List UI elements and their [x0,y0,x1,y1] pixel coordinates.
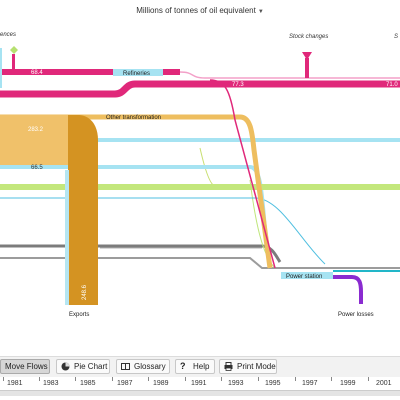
unit-label: Millions of tonnes of oil equivalent [136,6,256,15]
timeline-tick [368,377,369,381]
year-1983[interactable]: 1983 [43,380,59,387]
sankey-diagram: Refineries Power station ences Stock cha… [0,32,400,318]
year-timeline[interactable]: 1981 1983 1985 1987 1989 1991 1993 1995 … [0,377,400,400]
year-1989[interactable]: 1989 [153,380,169,387]
timeline-tick [221,377,222,381]
timeline-tick [75,377,76,381]
glossary-label: Glossary [134,362,166,371]
move-flows-button[interactable]: Move Flows [0,359,50,374]
power-station-label: Power station [286,274,322,280]
timeline-tick [295,377,296,381]
grey-flow-upper[interactable] [0,244,282,263]
print-mode-label: Print Mode [237,362,276,371]
flow-value-1: 68.4 [31,70,43,76]
flow-value-4: 283.2 [28,127,44,133]
oil-block[interactable] [0,115,68,165]
help-button[interactable]: ? Help [175,359,215,374]
pie-chart-icon [61,362,70,371]
differences-stem [12,54,15,74]
thin-cyan-flow[interactable] [0,197,326,265]
timeline-tick [258,377,259,381]
power-station-node[interactable] [281,272,333,279]
unit-selector[interactable]: Millions of tonnes of oil equivalent ▼ [0,6,400,15]
other-transformation-label: Other transformation [106,115,161,121]
timeline-tick [148,377,149,381]
timeline-tick [3,377,4,381]
year-1995[interactable]: 1995 [265,380,281,387]
toolbar: Move Flows Pie Chart Glossary ? Help Pri… [0,356,400,378]
oil-flow[interactable] [0,114,273,269]
differences-label: ences [0,32,16,38]
pie-chart-button[interactable]: Pie Chart [56,359,110,374]
timeline-track[interactable] [0,390,400,396]
stock-changes-stem [305,58,309,78]
year-1993[interactable]: 1993 [228,380,244,387]
timeline-tick [112,377,113,381]
exports-cyan-edge [65,170,69,305]
power-losses-flow[interactable] [333,275,363,304]
stock-changes-marker[interactable] [302,52,312,60]
stock-changes-label: Stock changes [289,34,328,40]
crude-flow-loop[interactable] [179,71,400,79]
refineries-node[interactable] [113,69,163,76]
year-1981[interactable]: 1981 [7,380,23,387]
flow-value-5: 66.5 [31,165,43,171]
pie-chart-label: Pie Chart [74,362,108,371]
year-1991[interactable]: 1991 [191,380,207,387]
exports-label: Exports [69,312,89,318]
flow-value-3: 71.0 [386,82,398,88]
flow-value-2: 77.3 [232,82,244,88]
move-flows-label: Move Flows [5,362,48,371]
cyan-flow[interactable] [0,165,272,269]
year-1985[interactable]: 1985 [80,380,96,387]
power-losses-label: Power losses [338,312,374,318]
year-1999[interactable]: 1999 [340,380,356,387]
exports-flow[interactable] [68,115,98,305]
stock-changes-partial-label: S [394,34,398,40]
book-icon [121,362,130,371]
differences-diamond[interactable] [10,46,18,54]
glossary-button[interactable]: Glossary [116,359,170,374]
grey-flow-lower[interactable] [0,257,400,269]
timeline-tick [39,377,40,381]
year-2001[interactable]: 2001 [376,380,392,387]
refineries-label: Refineries [123,71,150,77]
year-1987[interactable]: 1987 [117,380,133,387]
crude-flow-main[interactable] [0,80,400,98]
question-icon: ? [180,361,186,371]
timeline-tick [331,377,332,381]
crude-flow-down[interactable] [209,79,276,269]
help-label: Help [193,362,210,371]
flow-value-6: 248.6 [82,284,88,300]
print-mode-button[interactable]: Print Mode [219,359,277,374]
printer-icon [224,362,233,371]
left-cyan-stem [0,48,2,88]
timeline-tick [185,377,186,381]
chevron-down-icon: ▼ [257,9,264,15]
year-1997[interactable]: 1997 [302,380,318,387]
